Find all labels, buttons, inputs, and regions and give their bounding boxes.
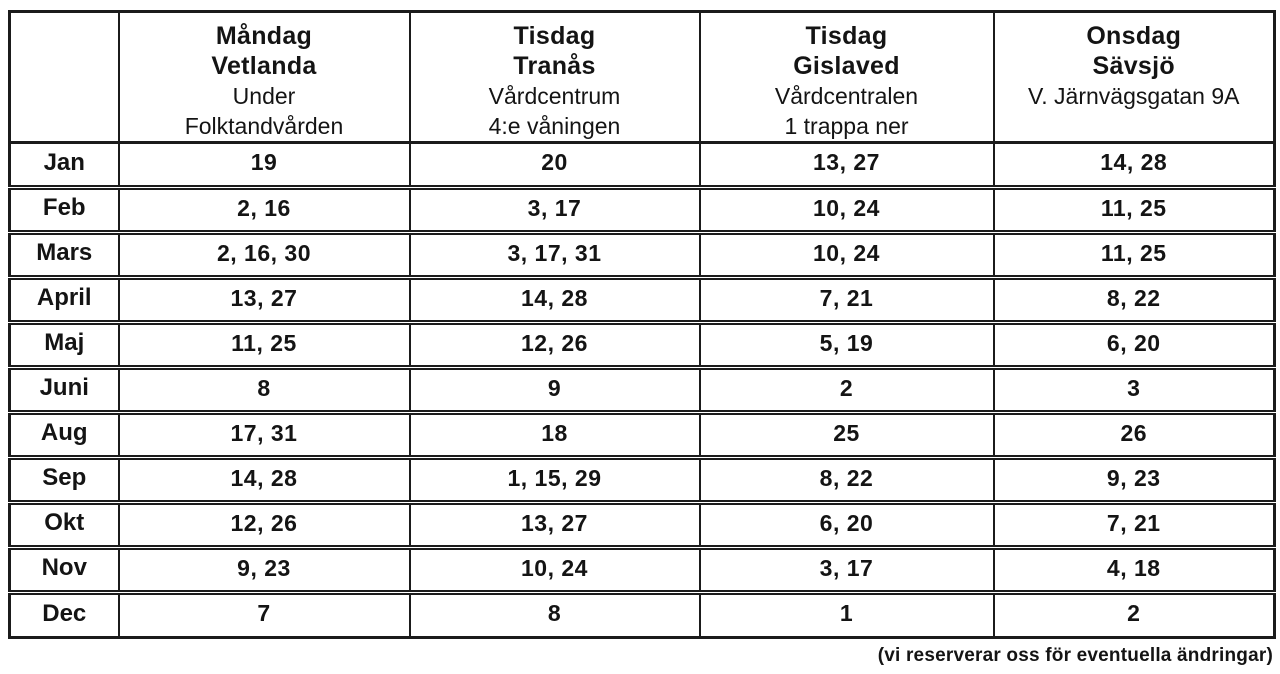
month-row-sep: Sep 14, 28 1, 15, 29 8, 22 9, 23 (8, 455, 1275, 503)
corner-cell (8, 11, 119, 144)
date-cell: 11, 25 (992, 185, 1275, 233)
date-cell: 12, 26 (408, 320, 700, 368)
date-cell: 3, 17 (408, 185, 700, 233)
date-cell: 3, 17 (698, 545, 994, 593)
column-day-label: Måndag (215, 22, 313, 50)
date-cell: 2 (992, 590, 1275, 638)
column-address-line: V. Järnvägsgatan 9A (1028, 83, 1240, 109)
date-cell: 1, 15, 29 (408, 455, 700, 503)
month-label: Sep (8, 455, 119, 503)
column-day-label: Tisdag (805, 22, 888, 50)
column-address-line: Folktandvården (184, 113, 344, 139)
header-row: Måndag Vetlanda Under Folktandvården Tisdag T… (8, 11, 1275, 144)
column-day-label: Tisdag (513, 22, 596, 50)
date-cell: 11, 25 (117, 320, 410, 368)
date-cell: 7 (117, 590, 410, 638)
month-label: April (8, 275, 119, 323)
date-cell: 2, 16 (117, 185, 410, 233)
date-cell: 8, 22 (992, 275, 1275, 323)
date-cell: 25 (698, 410, 994, 458)
month-row-nov: Nov 9, 23 10, 24 3, 17 4, 18 (8, 545, 1275, 593)
date-cell: 6, 20 (698, 500, 994, 548)
month-label: Dec (8, 590, 119, 638)
month-label: Okt (8, 500, 119, 548)
date-cell: 10, 24 (698, 230, 994, 278)
date-cell: 10, 24 (698, 185, 994, 233)
date-cell: 20 (408, 142, 700, 188)
date-cell: 13, 27 (698, 142, 994, 188)
column-address-line: 4:e våningen (488, 113, 621, 139)
date-cell: 6, 20 (992, 320, 1275, 368)
table-header: Måndag Vetlanda Under Folktandvården Tisdag T… (8, 11, 1275, 144)
column-day-label: Onsdag (1086, 22, 1182, 50)
date-cell: 2 (698, 365, 994, 413)
date-cell: 4, 18 (992, 545, 1275, 593)
month-label: Juni (8, 365, 119, 413)
table-body: Jan 19 20 13, 27 14, 28 Feb 2, 16 3, 17 10, 24 11… (8, 142, 1275, 638)
date-cell: 2, 16, 30 (117, 230, 410, 278)
date-cell: 8 (117, 365, 410, 413)
date-cell: 17, 31 (117, 410, 410, 458)
month-label: Mars (8, 230, 119, 278)
column-address-line: Vårdcentrum (488, 83, 621, 109)
date-cell: 7, 21 (992, 500, 1275, 548)
month-row-dec: Dec 7 8 1 2 (8, 590, 1275, 638)
date-cell: 8 (408, 590, 700, 638)
date-cell: 18 (408, 410, 700, 458)
date-cell: 12, 26 (117, 500, 410, 548)
date-cell: 9 (408, 365, 700, 413)
date-cell: 13, 27 (408, 500, 700, 548)
month-row-juni: Juni 8 9 2 3 (8, 365, 1275, 413)
date-cell: 3, 17, 31 (408, 230, 700, 278)
disclaimer-note: (vi reserverar oss för eventuella ändrin… (877, 645, 1273, 666)
column-city-label: Tranås (513, 52, 596, 80)
month-label: Aug (8, 410, 119, 458)
date-cell: 14, 28 (992, 142, 1275, 188)
date-cell: 9, 23 (117, 545, 410, 593)
month-row-mars: Mars 2, 16, 30 3, 17, 31 10, 24 11, 25 (8, 230, 1275, 278)
date-cell: 8, 22 (698, 455, 994, 503)
month-row-aug: Aug 17, 31 18 25 26 (8, 410, 1275, 458)
column-header-s-vsj-: Onsdag Sävsjö V. Järnvägsgatan 9A (992, 11, 1275, 144)
month-label: Maj (8, 320, 119, 368)
date-cell: 9, 23 (992, 455, 1275, 503)
month-row-maj: Maj 11, 25 12, 26 5, 19 6, 20 (8, 320, 1275, 368)
month-row-jan: Jan 19 20 13, 27 14, 28 (8, 142, 1275, 188)
date-cell: 11, 25 (992, 230, 1275, 278)
month-row-feb: Feb 2, 16 3, 17 10, 24 11, 25 (8, 185, 1275, 233)
date-cell: 19 (117, 142, 410, 188)
date-cell: 26 (992, 410, 1275, 458)
date-cell: 1 (698, 590, 994, 638)
date-cell: 3 (992, 365, 1275, 413)
date-cell: 13, 27 (117, 275, 410, 323)
column-city-label: Sävsjö (1092, 52, 1175, 80)
column-address-line: Under (232, 83, 296, 109)
column-city-label: Vetlanda (211, 52, 317, 80)
column-address-line: Vårdcentralen (774, 83, 919, 109)
column-header-vetlanda: Måndag Vetlanda Under Folktandvården (117, 11, 410, 144)
date-cell: 14, 28 (408, 275, 700, 323)
column-city-label: Gislaved (793, 52, 900, 80)
month-label: Feb (8, 185, 119, 233)
column-header-tran-s: Tisdag Tranås Vårdcentrum 4:e våningen (408, 11, 700, 144)
column-address-line: 1 trappa ner (784, 113, 909, 139)
date-cell: 10, 24 (408, 545, 700, 593)
date-cell: 5, 19 (698, 320, 994, 368)
month-row-okt: Okt 12, 26 13, 27 6, 20 7, 21 (8, 500, 1275, 548)
column-header-gislaved: Tisdag Gislaved Vårdcentralen 1 trappa ner (698, 11, 994, 144)
date-cell: 7, 21 (698, 275, 994, 323)
date-cell: 14, 28 (117, 455, 410, 503)
month-label: Nov (8, 545, 119, 593)
schedule-table: Måndag Vetlanda Under Folktandvården Tisdag T… (8, 10, 1276, 639)
month-row-april: April 13, 27 14, 28 7, 21 8, 22 (8, 275, 1275, 323)
month-label: Jan (8, 142, 119, 188)
